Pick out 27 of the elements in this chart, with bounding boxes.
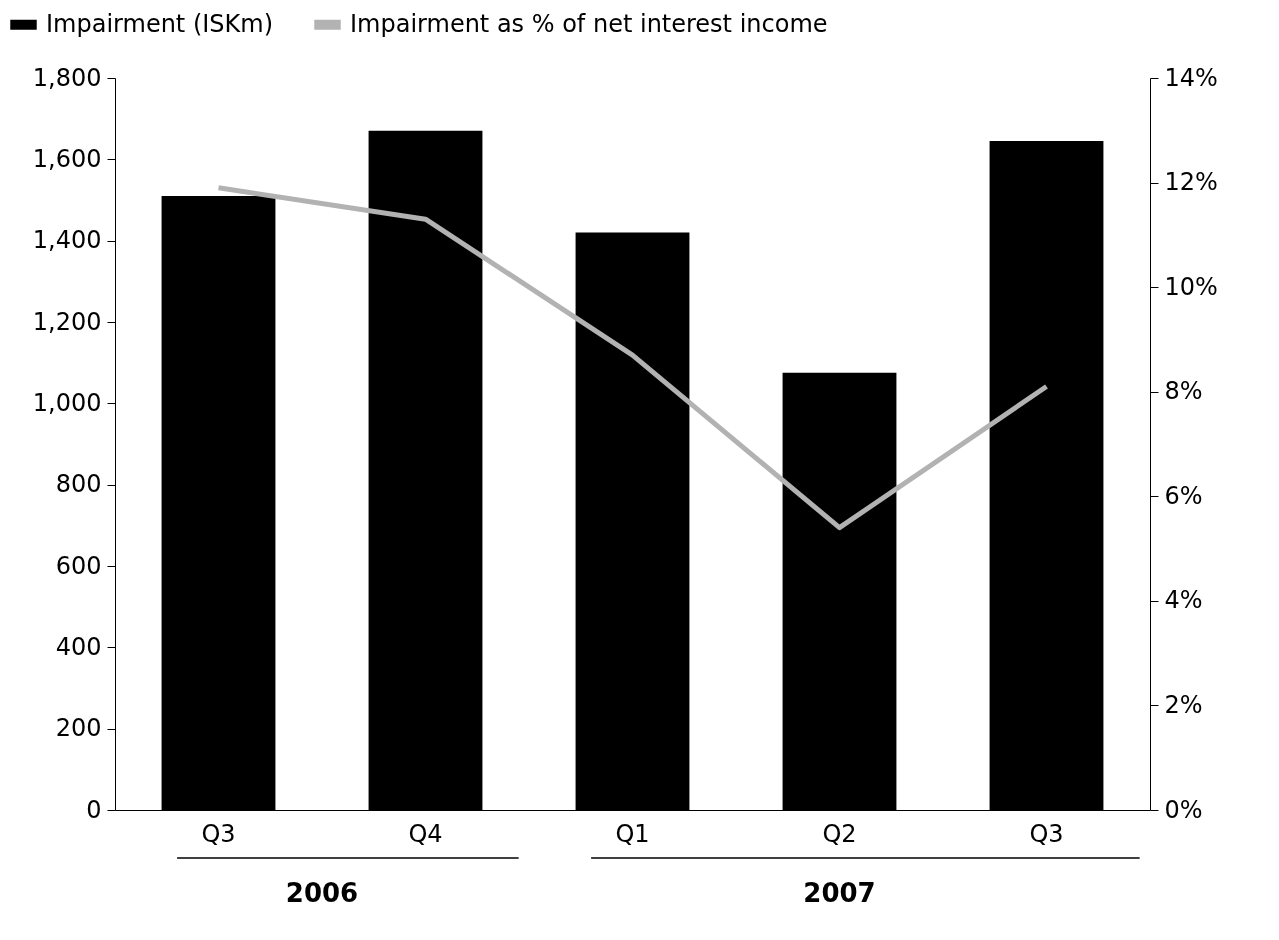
y-tick-label: 1,000	[32, 388, 102, 417]
y-tick-label: 200	[55, 714, 102, 743]
y-tick-label: 1,800	[32, 63, 102, 92]
x-tick-label: Q3	[201, 819, 236, 848]
y-tick-label: 1,600	[32, 144, 102, 173]
y2-tick-label: 14%	[1164, 63, 1218, 92]
y2-tick-label: 0%	[1164, 795, 1203, 824]
y-tick-label: 1,400	[32, 226, 102, 255]
x-tick-label: Q1	[615, 819, 650, 848]
y2-tick-label: 10%	[1164, 272, 1218, 301]
y2-tick-label: 4%	[1164, 586, 1203, 615]
legend-label: Impairment as % of net interest income	[350, 9, 828, 38]
y2-tick-label: 2%	[1164, 690, 1203, 719]
x-tick-label: Q4	[408, 819, 443, 848]
y-tick-label: 0	[86, 795, 102, 824]
text: 2007	[803, 878, 876, 908]
x-tick-label: Q3	[1029, 819, 1064, 848]
y-tick-label: 1,200	[32, 307, 102, 336]
y-tick-label: 400	[55, 632, 102, 661]
y2-tick-label: 8%	[1164, 377, 1203, 406]
y2-tick-label: 12%	[1164, 168, 1218, 197]
text: 2006	[285, 878, 359, 908]
y-tick-label: 600	[55, 551, 102, 580]
x-tick-label: Q2	[822, 819, 857, 848]
legend-label: Impairment (ISKm)	[46, 9, 274, 38]
y-tick-label: 800	[55, 470, 102, 499]
y2-tick-label: 6%	[1164, 481, 1203, 510]
